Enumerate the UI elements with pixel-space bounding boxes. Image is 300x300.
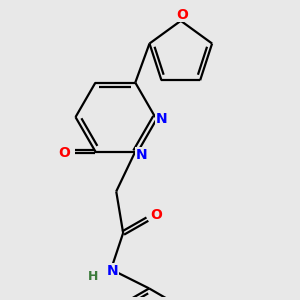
Text: H: H bbox=[88, 270, 98, 283]
Text: O: O bbox=[58, 146, 70, 160]
Text: O: O bbox=[150, 208, 162, 222]
Text: N: N bbox=[136, 148, 147, 162]
Text: O: O bbox=[177, 8, 188, 22]
Text: N: N bbox=[107, 264, 118, 278]
Text: N: N bbox=[156, 112, 167, 126]
